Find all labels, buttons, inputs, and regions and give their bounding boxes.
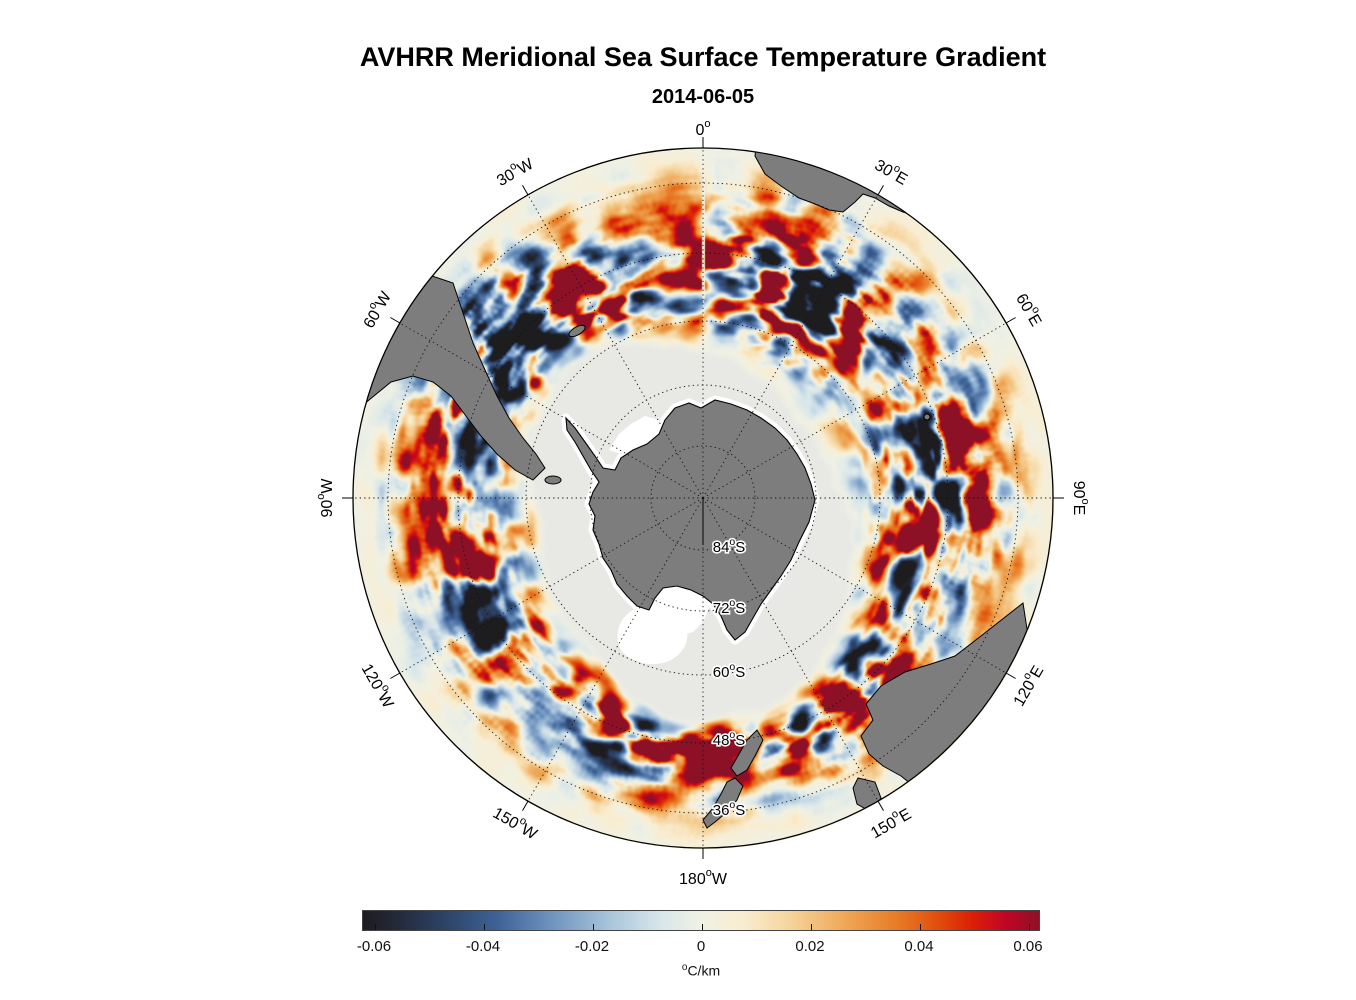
colorbar-tick-label: 0.06: [1013, 938, 1043, 955]
map-overlay: 0o 30oE 60oE 90oE 120oE 150oE 180oW 150oW 120oW 9…: [315, 118, 1092, 888]
meridian-tick: [877, 800, 884, 811]
weddell-ice-shelf: [609, 416, 659, 454]
colorbar-tick: [920, 924, 921, 930]
meridian-label-90e: 90oE: [1071, 481, 1092, 516]
colorbar-tick: [484, 924, 485, 930]
south-america-landmass: [353, 267, 546, 481]
colorbar-tick: [702, 924, 703, 930]
polar-map: 0o 30oE 60oE 90oE 120oE 150oE 180oW 150oW 120oW 9…: [303, 98, 1103, 898]
meridian-label-90w: 90oW: [315, 478, 336, 518]
colorbar-tick-label: 0.04: [904, 938, 934, 955]
colorbar-tick-label: 0.02: [795, 938, 825, 955]
parallel-gridline: [387, 182, 1019, 814]
meridian-tick: [1005, 317, 1016, 324]
meridian-tick: [877, 185, 884, 196]
meridian-tick: [522, 800, 529, 811]
new-zealand-south-island: [702, 777, 744, 829]
ross-sea-ice-blob: [617, 608, 688, 665]
colorbar-tick-label: -0.06: [356, 938, 392, 955]
colorbar-tick-label: 0: [696, 938, 706, 955]
meridian-label-120w: 120oW: [358, 659, 400, 712]
south-georgia-island: [568, 324, 586, 338]
parallel-label-72s: 72oS: [713, 597, 746, 617]
parallel-gridline: [589, 384, 817, 612]
meridian-label-0: 0o: [695, 118, 710, 139]
parallel-labels: 84oS 72oS 60oS 48oS 36oS: [711, 534, 747, 820]
degree-symbol: o: [681, 962, 688, 973]
africa-landmass: [754, 148, 968, 223]
new-zealand-north-island: [730, 729, 764, 777]
meridian-label-180w: 180oW: [679, 867, 728, 888]
meridian-label-30e: 30oE: [872, 153, 912, 188]
parallel-gridline: [650, 445, 756, 551]
australia-landmass: [860, 602, 1049, 817]
colorbar-tick: [593, 924, 594, 930]
figure-title: AVHRR Meridional Sea Surface Temperature…: [359, 42, 1047, 72]
meridian-tick: [390, 317, 401, 324]
meridian-label-150e: 150oE: [866, 802, 914, 842]
meridian-tick: [390, 672, 401, 679]
falkland-islands: [544, 475, 562, 485]
colorbar: [362, 910, 1040, 931]
parallel-label-84s: 84oS: [713, 536, 746, 556]
meridian-label-30w: 30oW: [492, 152, 537, 190]
meridian-label-120e: 120oE: [1007, 661, 1047, 709]
colorbar-tick-label: -0.02: [574, 938, 610, 955]
meridian-tick: [1005, 672, 1016, 679]
meridian-label-60e: 60oE: [1013, 289, 1048, 329]
parallel-gridline: [457, 252, 949, 744]
parallel-label-36s: 36oS: [713, 799, 746, 819]
meridian-gridline: [527, 194, 704, 499]
colorbar-tick-label: -0.04: [465, 938, 501, 955]
parallel-gridline: [525, 320, 881, 676]
meridian-label-60w: 60oW: [357, 286, 395, 331]
meridian-label-150w: 150oW: [490, 801, 543, 843]
kerguelen-island: [923, 413, 931, 421]
colorbar-unit-label: oC/km: [681, 962, 721, 979]
parallel-label-48s: 48oS: [713, 729, 746, 749]
meridian-tick: [522, 185, 529, 196]
colorbar-tick: [375, 924, 376, 930]
meridian-edge-ticks: [342, 137, 1064, 859]
colorbar-tick: [811, 924, 812, 930]
graticule: [353, 148, 1053, 848]
parallel-label-60s: 60oS: [713, 661, 746, 681]
colorbar-tick: [1029, 924, 1030, 930]
